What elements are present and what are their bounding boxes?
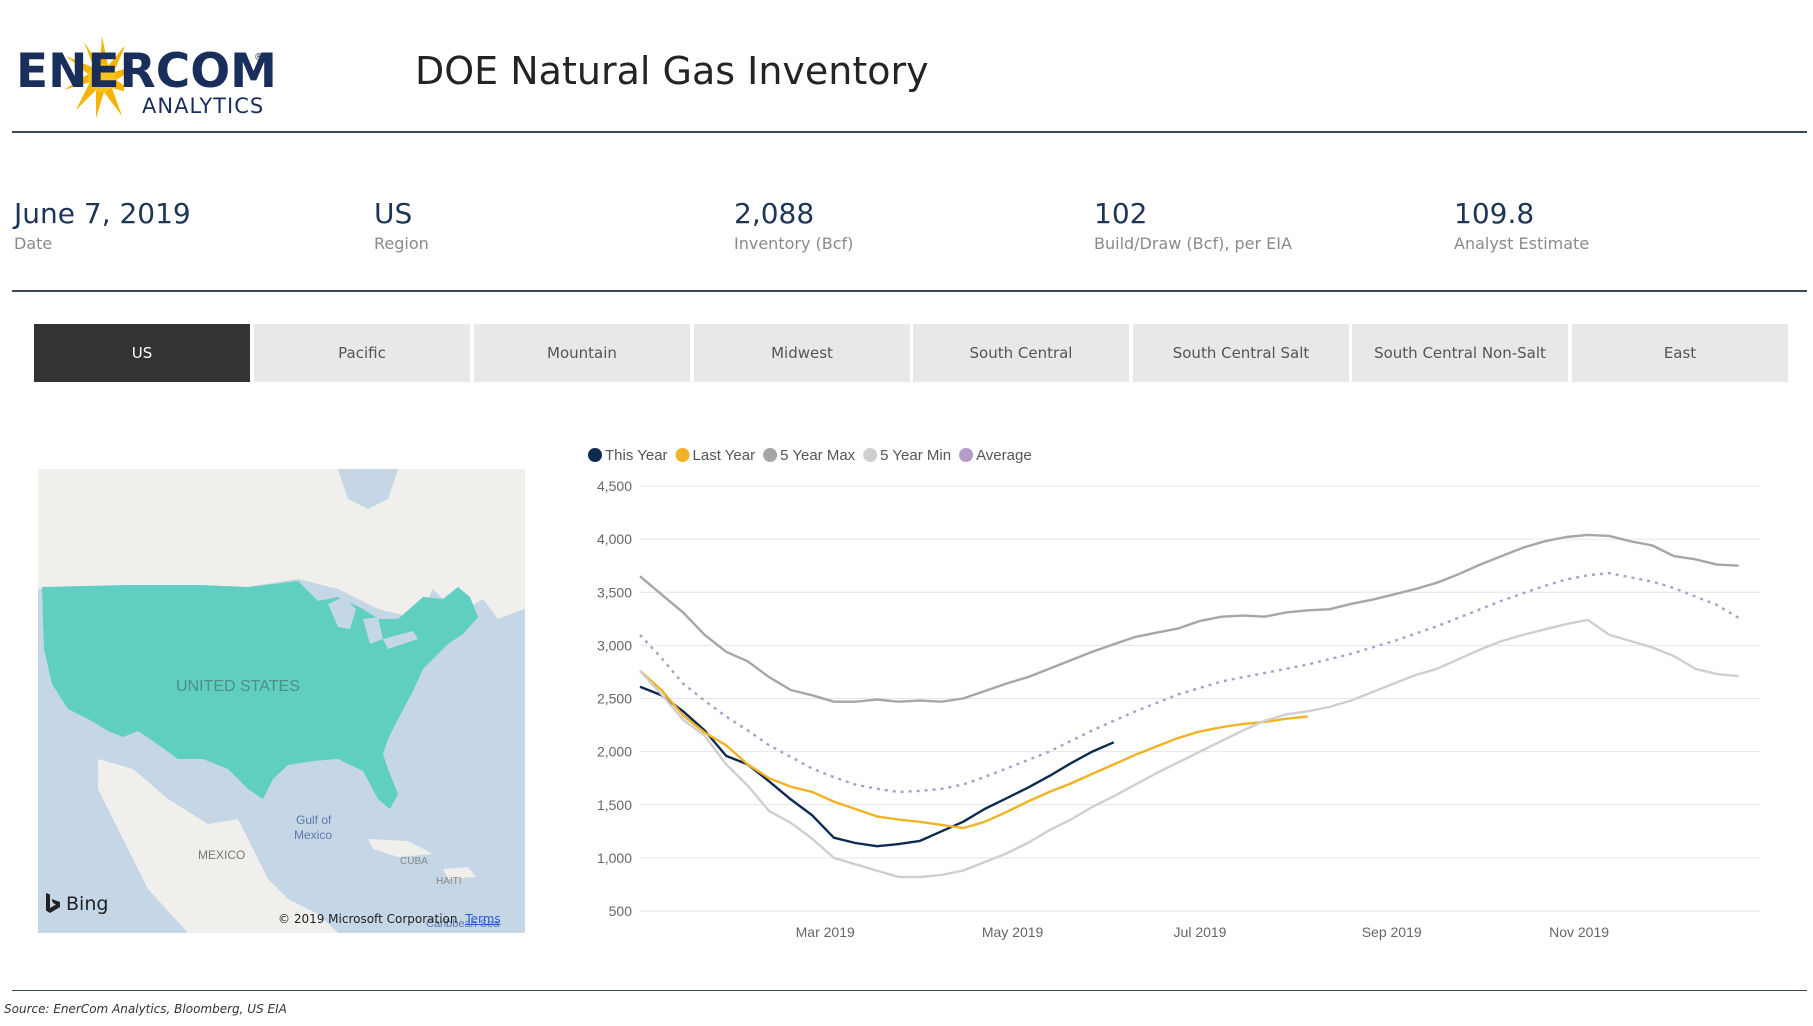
- x-tick-label: Nov 2019: [1549, 924, 1609, 940]
- map-label-gulf-1: Gulf of: [296, 813, 332, 827]
- kpi-label: Region: [374, 234, 429, 253]
- y-tick-label: 2,000: [597, 744, 632, 760]
- y-tick-label: 3,500: [597, 584, 632, 600]
- kpi-label: Build/Draw (Bcf), per EIA: [1094, 234, 1292, 253]
- region-tabs: US Pacific Mountain Midwest South Centra…: [34, 324, 1788, 382]
- logo-subtitle: ANALYTICS: [142, 94, 265, 118]
- series-line-average[interactable]: [639, 571, 1740, 794]
- kpi-date: June 7, 2019 Date: [14, 200, 354, 252]
- x-tick-label: Mar 2019: [796, 924, 855, 940]
- kpi-analyst-estimate: 109.8 Analyst Estimate: [1454, 200, 1794, 252]
- bing-logo-icon: [46, 893, 60, 913]
- tab-pacific[interactable]: Pacific: [254, 324, 470, 382]
- y-tick-label: 500: [609, 903, 633, 919]
- legend-label[interactable]: This Year: [605, 447, 668, 464]
- kpi-value: US: [374, 197, 413, 230]
- legend-marker: [588, 448, 602, 462]
- series-line-5-year-min[interactable]: [639, 618, 1739, 879]
- series-line-5-year-max[interactable]: [639, 533, 1739, 703]
- kpi-divider: [12, 290, 1807, 292]
- legend-marker: [763, 448, 778, 462]
- tab-south-central-salt[interactable]: South Central Salt: [1133, 324, 1349, 382]
- bing-label: Bing: [66, 893, 109, 915]
- tab-mountain[interactable]: Mountain: [474, 324, 690, 382]
- y-tick-label: 3,000: [597, 637, 632, 653]
- terms-link[interactable]: Terms: [465, 912, 501, 926]
- map-land-mexico: [98, 759, 338, 933]
- bing-attribution[interactable]: Bing: [44, 893, 108, 915]
- tab-midwest[interactable]: Midwest: [694, 324, 910, 382]
- map-label-haiti: HAITI: [436, 876, 462, 887]
- kpi-value: 109.8: [1454, 197, 1535, 230]
- copyright-text: © 2019 Microsoft Corporation: [278, 912, 458, 926]
- tab-us[interactable]: US: [34, 324, 250, 382]
- tab-south-central[interactable]: South Central: [913, 324, 1129, 382]
- kpi-label: Date: [14, 234, 53, 253]
- y-tick-label: 1,500: [597, 797, 632, 813]
- kpi-region: US Region: [374, 200, 714, 252]
- legend-marker: [675, 448, 690, 462]
- inventory-chart: 4,500 4,000 3,500 3,000 2,500 2,000 1,500 1,000…: [580, 436, 1780, 946]
- y-tick-label: 4,500: [597, 478, 632, 494]
- kpi-build-draw: 102 Build/Draw (Bcf), per EIA: [1094, 200, 1434, 252]
- tab-south-central-non-salt[interactable]: South Central Non-Salt: [1352, 324, 1568, 382]
- x-tick-label: Jul 2019: [1174, 924, 1227, 940]
- map-label-caribbean: Caribbean Sea: [426, 918, 500, 930]
- map-land-canada: [38, 469, 525, 619]
- page-title: DOE Natural Gas Inventory: [415, 49, 929, 93]
- region-map[interactable]: UNITED STATES Gulf of Mexico MEXICO CUBA…: [38, 469, 525, 933]
- enercom-logo: ENERCOM ® ANALYTICS: [14, 32, 277, 122]
- kpi-value: June 7, 2019: [14, 197, 191, 230]
- map-label-mexico: MEXICO: [198, 848, 245, 862]
- sunburst-icon: [64, 36, 124, 118]
- series-line-this-year[interactable]: [639, 685, 1115, 848]
- logo-registered-mark: ®: [254, 52, 264, 63]
- report-header: ENERCOM ® ANALYTICS DOE Natural Gas Inve…: [0, 0, 1813, 134]
- y-tick-label: 4,000: [597, 531, 632, 547]
- legend-label[interactable]: Average: [976, 447, 1032, 464]
- x-tick-label: Sep 2019: [1362, 924, 1422, 940]
- footer-divider: [12, 990, 1807, 991]
- header-divider: [12, 131, 1807, 133]
- kpi-value: 2,088: [734, 197, 815, 230]
- kpi-label: Analyst Estimate: [1454, 234, 1590, 253]
- legend-label[interactable]: 5 Year Min: [880, 447, 951, 464]
- map-label-gulf-2: Mexico: [294, 828, 332, 842]
- x-tick-label: May 2019: [982, 924, 1044, 940]
- map-label-cuba: CUBA: [400, 856, 428, 867]
- legend-marker: [863, 448, 878, 462]
- legend-label[interactable]: 5 Year Max: [780, 447, 856, 464]
- map-label-united-states: UNITED STATES: [176, 678, 300, 695]
- map-copyright: © 2019 Microsoft Corporation Terms: [278, 912, 501, 926]
- legend-marker: [959, 448, 974, 462]
- kpi-value: 102: [1094, 197, 1148, 230]
- y-tick-label: 1,000: [597, 850, 632, 866]
- y-tick-label: 2,500: [597, 691, 632, 707]
- kpi-inventory: 2,088 Inventory (Bcf): [734, 200, 1074, 252]
- series-line-last-year[interactable]: [639, 670, 1308, 830]
- kpi-label: Inventory (Bcf): [734, 234, 854, 253]
- logo-brand-text: ENERCOM: [16, 44, 277, 99]
- legend-label[interactable]: Last Year: [693, 447, 756, 464]
- source-note: Source: EnerCom Analytics, Bloomberg, US…: [4, 1002, 287, 1016]
- tab-east[interactable]: East: [1572, 324, 1788, 382]
- inventory-line-chart: 4,500 4,000 3,500 3,000 2,500 2,000 1,500 1,000…: [588, 447, 1760, 940]
